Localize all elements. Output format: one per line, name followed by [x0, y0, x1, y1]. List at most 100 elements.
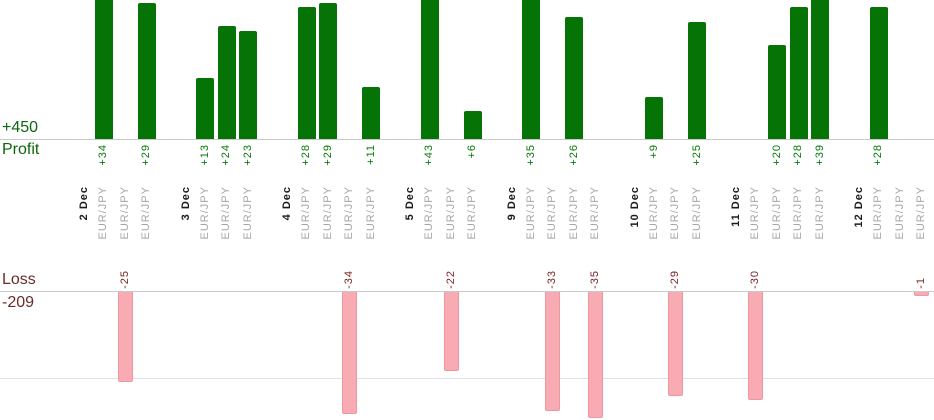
symbol-label: EUR/JPY: [542, 186, 564, 239]
profit-value-label-text: +34: [97, 144, 110, 166]
profit-value-label: +29: [136, 144, 158, 166]
profit-value-label-text: +35: [524, 144, 537, 166]
profit-value-label: +35: [521, 144, 543, 166]
symbol-label: EUR/JPY: [238, 186, 260, 239]
loss-bar: [914, 292, 930, 296]
symbol-label-text: EUR/JPY: [444, 186, 457, 240]
date-label: 4 Dec: [279, 186, 296, 220]
profit-bar: [811, 0, 830, 139]
loss-value-label: -33: [542, 270, 564, 289]
date-label: 5 Dec: [402, 186, 419, 220]
symbol-label-text: EUR/JPY: [589, 186, 602, 240]
symbol-label-text: EUR/JPY: [690, 186, 703, 240]
loss-bar: [588, 292, 604, 418]
loss-value-label-text: -29: [669, 270, 682, 289]
symbol-label-text: EUR/JPY: [567, 186, 580, 240]
date-label: 2 Dec: [76, 186, 93, 220]
symbol-label-text: EUR/JPY: [220, 186, 233, 240]
loss-value-label: -22: [441, 270, 463, 289]
loss-value-label: -35: [585, 270, 607, 289]
profit-bar: [239, 30, 258, 139]
profit-value-label: +11: [361, 144, 383, 165]
symbol-label-text: EUR/JPY: [300, 186, 313, 240]
loss-value-label: -30: [745, 270, 767, 289]
symbol-label: EUR/JPY: [318, 186, 340, 239]
profit-bar: [319, 2, 338, 139]
symbol-label: EUR/JPY: [462, 186, 484, 239]
symbol-label: EUR/JPY: [441, 186, 463, 239]
date-label: 9 Dec: [504, 186, 521, 220]
loss-bar: [117, 292, 133, 382]
profit-value-label-text: +28: [792, 144, 805, 166]
symbol-label: EUR/JPY: [767, 186, 789, 239]
symbol-label: EUR/JPY: [564, 186, 586, 239]
symbol-label-text: EUR/JPY: [893, 186, 906, 240]
symbol-label: EUR/JPY: [868, 186, 890, 239]
symbol-label-text: EUR/JPY: [770, 186, 783, 240]
symbol-label-text: EUR/JPY: [647, 186, 660, 240]
profit-value-label: +29: [318, 144, 340, 166]
symbol-label: EUR/JPY: [788, 186, 810, 239]
date-label: 3 Dec: [178, 186, 195, 220]
profit-value-label-text: +28: [300, 144, 313, 166]
symbol-label-text: EUR/JPY: [97, 186, 110, 240]
profit-bar: [217, 26, 236, 139]
profit-bar: [645, 96, 664, 139]
loss-axis-label: Loss: [2, 271, 36, 288]
loss-value-label: -25: [115, 270, 137, 289]
profit-bar: [137, 2, 156, 139]
loss-value-label-text: -35: [589, 270, 602, 289]
symbol-label: EUR/JPY: [521, 186, 543, 239]
symbol-label: EUR/JPY: [93, 186, 115, 239]
symbol-label: EUR/JPY: [911, 186, 933, 239]
profit-value-label: +13: [195, 144, 217, 166]
symbol-label: EUR/JPY: [745, 186, 767, 239]
profit-value-label-text: +29: [321, 144, 334, 166]
symbol-label-text: EUR/JPY: [423, 186, 436, 240]
profit-value-label: +43: [419, 144, 441, 166]
symbol-label-text: EUR/JPY: [140, 186, 153, 240]
date-label: 10 Dec: [627, 186, 644, 227]
profit-value-label-text: +25: [690, 144, 703, 166]
date-label-text: 9 Dec: [505, 186, 518, 221]
date-label-text: 4 Dec: [281, 186, 293, 221]
profit-bar: [789, 7, 808, 139]
symbol-label-text: EUR/JPY: [524, 186, 537, 240]
profit-bar: [688, 21, 707, 139]
symbol-label: EUR/JPY: [216, 186, 238, 239]
loss-axis-line: [0, 291, 934, 292]
symbol-label-text: EUR/JPY: [813, 186, 826, 240]
loss-value-label: -29: [665, 270, 687, 289]
profit-bar: [565, 16, 584, 139]
profit-axis-label: Profit: [2, 141, 40, 158]
profit-total-label: +450: [2, 119, 39, 136]
date-label-text: 11 Dec: [730, 186, 742, 227]
loss-bar: [668, 292, 684, 397]
symbol-label: EUR/JPY: [115, 186, 137, 239]
profit-bar: [463, 110, 482, 139]
loss-bar: [443, 292, 459, 372]
profit-value-label: +6: [462, 144, 484, 159]
loss-bar: [342, 292, 358, 415]
profit-value-label-text: +26: [567, 144, 580, 166]
profit-value-label-text: +24: [220, 144, 233, 166]
symbol-label-text: EUR/JPY: [792, 186, 805, 240]
profit-bar: [94, 0, 113, 139]
profit-value-label: +25: [687, 144, 709, 166]
profit-value-label-text: +23: [241, 144, 254, 166]
symbol-label: EUR/JPY: [665, 186, 687, 239]
symbol-label: EUR/JPY: [339, 186, 361, 239]
symbol-label-text: EUR/JPY: [466, 186, 479, 240]
profit-value-label-text: +29: [140, 144, 153, 166]
profit-bar: [522, 0, 541, 139]
profit-value-label-text: +9: [647, 144, 660, 159]
loss-value-label-text: -1: [915, 277, 928, 289]
loss-value-label-text: -25: [118, 270, 131, 289]
loss-value-label: -34: [339, 270, 361, 289]
profit-bar: [869, 7, 888, 139]
symbol-label-text: EUR/JPY: [915, 186, 928, 240]
symbol-label-text: EUR/JPY: [241, 186, 254, 240]
symbol-label-text: EUR/JPY: [669, 186, 682, 240]
date-label-text: 10 Dec: [628, 186, 641, 228]
